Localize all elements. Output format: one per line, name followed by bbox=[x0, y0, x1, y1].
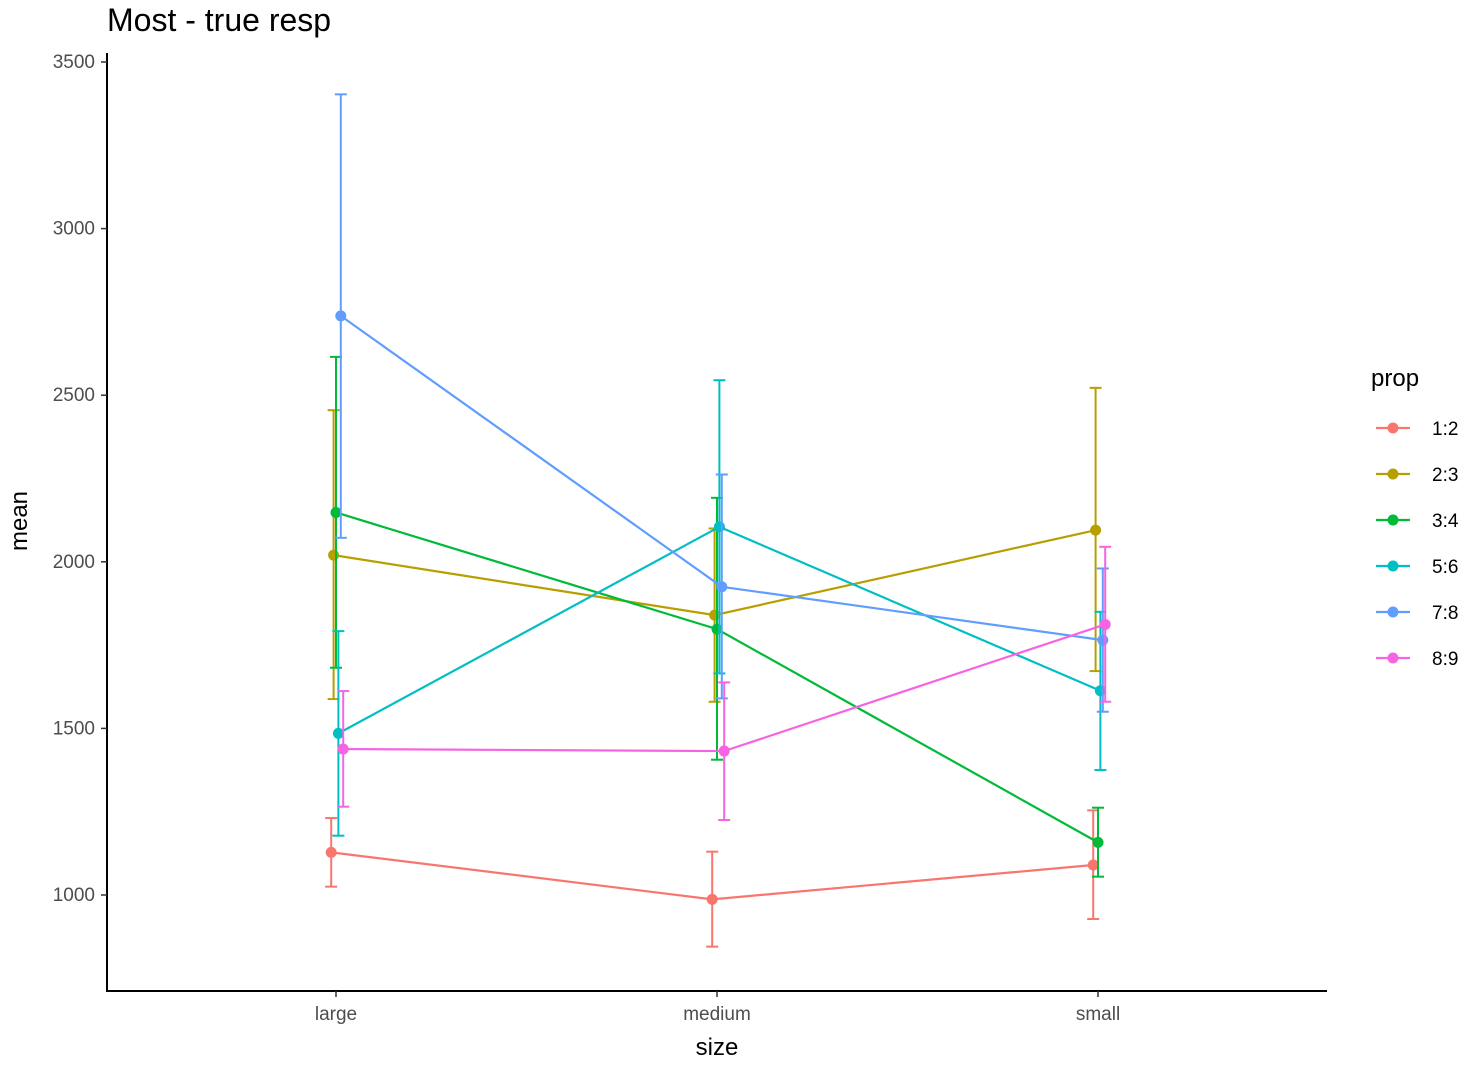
legend-key-point bbox=[1387, 652, 1399, 664]
legend: prop 1:2 2:3 3:4 5:6 7:8 8:9 bbox=[1371, 365, 1459, 670]
legend-item: 2:3 bbox=[1376, 465, 1458, 486]
legend-label: 2:3 bbox=[1432, 465, 1458, 486]
legend-item: 3:4 bbox=[1376, 511, 1459, 532]
y-tick-label: 1500 bbox=[53, 718, 95, 739]
data-point bbox=[332, 727, 344, 739]
legend-item: 7:8 bbox=[1376, 603, 1458, 624]
data-point bbox=[325, 846, 337, 858]
x-axis-title: size bbox=[696, 1034, 739, 1061]
legend-label: 3:4 bbox=[1432, 511, 1459, 532]
x-tick-label: small bbox=[1076, 1004, 1120, 1025]
chart-title: Most - true resp bbox=[107, 2, 331, 38]
data-point bbox=[1092, 836, 1104, 848]
data-point bbox=[1087, 859, 1099, 871]
y-tick-label: 2500 bbox=[53, 385, 95, 406]
data-point bbox=[716, 581, 728, 593]
series-5-6 bbox=[332, 379, 1107, 837]
series-3-4 bbox=[330, 355, 1104, 878]
series-1-2 bbox=[325, 809, 1100, 948]
series-7-8 bbox=[334, 93, 1109, 713]
y-tick-label: 2000 bbox=[53, 552, 95, 573]
series-8-9 bbox=[337, 545, 1112, 822]
legend-label: 5:6 bbox=[1432, 557, 1458, 578]
legend-key-point bbox=[1387, 468, 1399, 480]
legend-key-point bbox=[1387, 422, 1399, 434]
data-point bbox=[1097, 634, 1109, 646]
legend-label: 7:8 bbox=[1432, 603, 1458, 624]
x-tick-label: medium bbox=[683, 1004, 751, 1025]
data-point bbox=[330, 506, 342, 518]
x-tick-label: large bbox=[315, 1004, 357, 1025]
legend-title: prop bbox=[1371, 365, 1419, 392]
legend-item: 8:9 bbox=[1376, 649, 1458, 670]
data-point bbox=[335, 310, 347, 322]
legend-key-point bbox=[1387, 606, 1399, 618]
data-point bbox=[1090, 524, 1102, 536]
y-axis-title: mean bbox=[6, 491, 33, 551]
data-point bbox=[328, 549, 340, 561]
data-point bbox=[1099, 618, 1111, 630]
y-tick-label: 1000 bbox=[53, 885, 95, 906]
legend-item: 5:6 bbox=[1376, 557, 1458, 578]
legend-key-point bbox=[1387, 560, 1399, 572]
legend-item: 1:2 bbox=[1376, 419, 1458, 440]
plot-panel: 1000 1500 2000 2500 3000 3500 large medium smal… bbox=[53, 52, 1327, 1025]
data-point bbox=[337, 743, 349, 755]
y-tick-label: 3000 bbox=[53, 219, 95, 240]
data-point bbox=[706, 893, 718, 905]
data-point bbox=[713, 521, 725, 533]
y-tick-label: 3500 bbox=[53, 52, 95, 73]
data-point bbox=[718, 745, 730, 757]
legend-label: 1:2 bbox=[1432, 419, 1458, 440]
legend-key-point bbox=[1387, 514, 1399, 526]
legend-label: 8:9 bbox=[1432, 649, 1458, 670]
